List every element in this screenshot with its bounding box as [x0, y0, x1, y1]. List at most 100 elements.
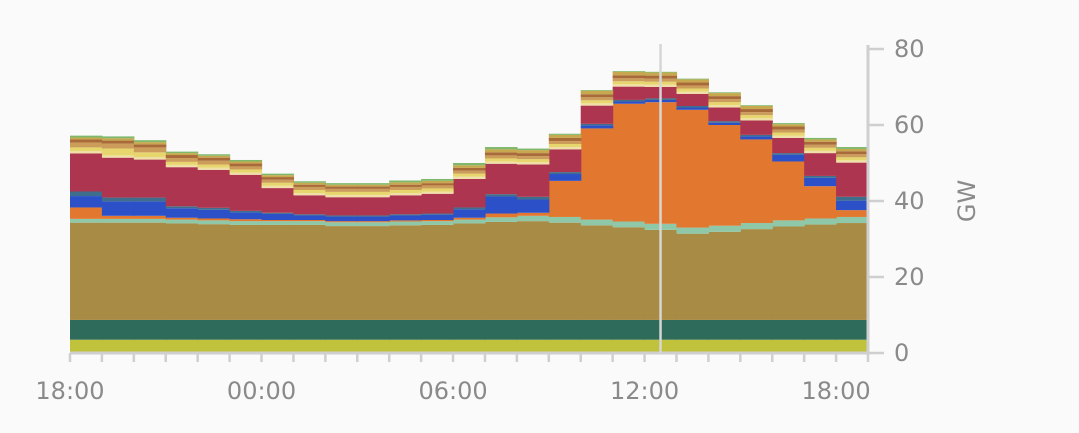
series-4-mark — [229, 219, 263, 222]
series-7-mark — [708, 107, 741, 122]
series-10-mark — [580, 97, 614, 101]
series-4-mark — [325, 221, 358, 223]
series-5-mark — [804, 177, 837, 187]
series-9-mark — [165, 161, 199, 165]
series-13-mark — [357, 183, 390, 185]
series-0-mark — [676, 339, 709, 353]
series-3-mark — [836, 216, 869, 224]
series-11-mark — [165, 155, 199, 159]
series-6-mark — [772, 153, 805, 155]
series-12-mark — [612, 71, 646, 76]
y-tick-label: 80 — [894, 35, 925, 63]
series-1-mark — [101, 319, 135, 340]
series-13-mark — [676, 78, 709, 80]
series-10-mark — [261, 179, 295, 183]
series-10-mark — [70, 142, 103, 148]
series-2-mark — [133, 222, 167, 320]
series-12-mark — [453, 165, 486, 168]
x-axis-ticks: 18:00 00:00 06:00 12:00 18:00 — [35, 353, 871, 405]
series-10-mark — [453, 170, 486, 174]
x-tick-label: 18:00 — [801, 377, 870, 405]
series-6-mark — [293, 214, 326, 216]
series-1-mark — [389, 319, 422, 340]
series-11-mark — [70, 139, 103, 143]
series-12-mark — [325, 184, 358, 187]
series-1-mark — [836, 319, 869, 340]
series-0-mark — [612, 339, 646, 353]
series-2-mark — [484, 221, 518, 320]
series-5-mark — [708, 122, 741, 125]
series-0-mark — [389, 339, 422, 353]
series-1-mark — [357, 319, 390, 340]
series-1-mark — [165, 319, 199, 340]
series-2-mark — [548, 222, 582, 320]
series-4-mark — [740, 139, 773, 224]
series-8-mark — [197, 167, 231, 170]
series-12-mark — [293, 182, 326, 185]
series-6-mark — [740, 134, 773, 137]
series-0-mark — [548, 339, 582, 353]
series-9-mark — [772, 132, 805, 136]
series-0-mark — [836, 339, 869, 353]
series-7-mark — [70, 153, 103, 192]
series-13-mark — [261, 173, 295, 176]
y-tick-label: 60 — [894, 111, 925, 139]
y-axis-title: GW — [953, 180, 981, 222]
series-1-mark — [197, 319, 231, 340]
series-8-mark — [293, 193, 326, 196]
series-7-mark — [165, 167, 199, 207]
series-12-mark — [165, 153, 199, 156]
series-11-mark — [261, 177, 295, 180]
series-0-mark — [261, 339, 295, 353]
series-11-mark — [357, 186, 390, 189]
series-11-mark — [293, 184, 326, 187]
series-6-mark — [261, 212, 295, 214]
series-3-mark — [548, 216, 582, 223]
series-0-mark — [421, 339, 454, 353]
series-2-mark — [836, 223, 869, 320]
series-10-mark — [357, 188, 390, 192]
series-12-mark — [516, 150, 550, 154]
series-5-mark — [772, 154, 805, 162]
series-4-mark — [133, 215, 167, 219]
series-6-mark — [484, 194, 518, 197]
series-1-mark — [484, 319, 518, 340]
series-0-mark — [740, 339, 773, 353]
series-12-mark — [101, 138, 135, 141]
series-5-mark — [580, 125, 614, 129]
series-9-mark — [101, 148, 135, 156]
series-0-mark — [70, 339, 103, 353]
series-11-mark — [548, 137, 582, 141]
series-6-mark — [612, 99, 646, 102]
series-10-mark — [740, 112, 773, 116]
series-8-mark — [421, 191, 454, 194]
series-9-mark — [325, 191, 358, 195]
series-4-mark — [484, 213, 518, 218]
series-7-mark — [325, 197, 358, 216]
series-2-mark — [676, 233, 709, 320]
series-7-mark — [389, 195, 422, 215]
series-11-mark — [804, 141, 837, 145]
series-1-mark — [708, 319, 741, 340]
series-1-mark — [421, 319, 454, 340]
series-9-mark — [261, 182, 295, 186]
series-0-mark — [293, 339, 326, 353]
series-12-mark — [548, 134, 582, 138]
series-1-mark — [133, 319, 167, 340]
series-12-mark — [772, 124, 805, 127]
series-layer — [70, 71, 869, 353]
series-5-mark — [484, 196, 518, 214]
series-1-mark — [548, 319, 582, 340]
series-9-mark — [453, 173, 486, 177]
series-4-mark — [421, 220, 454, 222]
series-10-mark — [133, 147, 167, 153]
series-8-mark — [772, 135, 805, 138]
series-5-mark — [101, 201, 135, 216]
series-7-mark — [453, 178, 486, 208]
series-1-mark — [261, 319, 295, 340]
series-5-mark — [261, 213, 295, 220]
series-10-mark — [676, 85, 709, 89]
series-8-mark — [325, 194, 358, 198]
series-8-mark — [357, 194, 390, 198]
series-5-mark — [70, 196, 103, 208]
